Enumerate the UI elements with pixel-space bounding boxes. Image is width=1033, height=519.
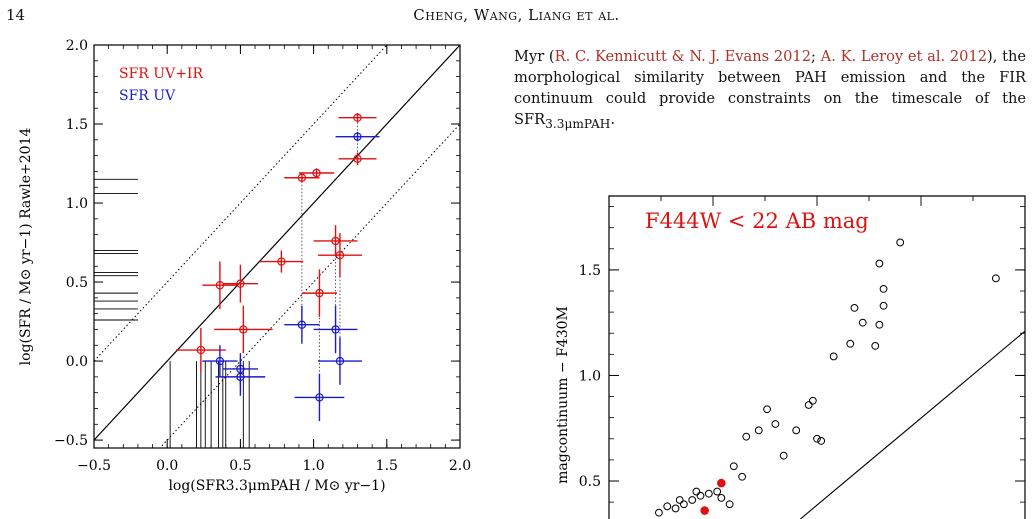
x-tick-label: −0.5 [77,458,111,474]
x-tick-label: 0.0 [156,458,178,474]
data-point [297,173,307,182]
data-point-open [792,426,801,435]
data-point-open [754,426,763,435]
data-point-open [875,259,884,268]
data-point-open [742,432,751,441]
data-point-open [696,491,705,500]
page-number: 14 [6,6,26,24]
data-point-open [688,496,697,504]
y-tick-label: 2.0 [66,38,88,54]
figure-sfr-comparison: −0.5 0.0 0.5 1.0 1.5 2.0 −0.5 0.0 0.5 1.0 1.5 2.0 SF… [18,38,471,494]
data-point-open [808,396,817,405]
y-axis-label: log(SFR / M⊙ yr−1) Rawle+2014 [18,128,34,366]
text-segment: ; [811,48,821,65]
data-point [239,325,248,334]
data-point-open [991,274,1000,283]
y-tick-label: 1.0 [579,368,601,384]
y-tick-label: 1.0 [66,196,88,212]
one-to-one-line [94,45,460,441]
data-point [236,372,245,382]
data-point-open [704,489,713,498]
data-point [353,113,362,122]
x-axis-label: log(SFR3.3μmPAH / M⊙ yr−1) [168,478,385,494]
data-point-open [675,496,684,504]
text-segment: . [610,111,615,128]
y-tick-label: 0.5 [66,275,88,291]
data-point [312,168,321,178]
y-axis-label: magcontinuum − F430M [555,306,571,484]
y-tick-label: 1.5 [66,117,88,133]
selection-annotation: F444W < 22 AB mag [645,209,869,233]
citation-link-leroy[interactable]: A. K. Leroy et al. 2012 [820,48,988,65]
text-segment: ), the morphological similarity between … [514,48,1026,128]
legend-uv-ir: SFR UV+IR [119,66,203,82]
plot-frame [608,195,1026,519]
data-point [353,154,362,163]
data-point-open [879,301,888,310]
text-segment: Myr ( [514,48,555,65]
data-point-open [804,401,813,409]
data-point [277,257,286,266]
data-point [331,236,340,246]
data-point [315,393,324,402]
data-point-highlight [717,478,726,488]
data-point-highlight [700,506,709,515]
data-point [297,320,307,329]
x-tick-label: 1.0 [302,458,324,474]
data-point-open [763,405,771,414]
x-tick-label: 1.5 [376,458,398,474]
offset-dotted-line [94,45,388,362]
data-point [335,356,345,366]
data-point-open [846,339,855,348]
plot-area [655,238,1025,519]
running-head: Cheng, Wang, Liang et al. [413,6,620,24]
data-point-open [729,462,738,471]
data-point-open [829,352,838,361]
data-point-open [738,472,747,481]
offset-dotted-line [159,123,460,448]
y-tick-label: 0.0 [66,354,88,370]
data-point-open [671,504,680,513]
data-point-open [679,500,688,509]
y-tick-label: 1.5 [579,263,601,279]
plot-frame [93,44,461,449]
x-tick-label: 2.0 [449,458,471,474]
data-point-open [771,420,780,428]
selection-line [800,330,1025,519]
data-point-open [663,502,672,511]
data-point [335,250,345,260]
data-point-open [713,487,722,496]
data-point-open [813,434,821,443]
plot-area [94,45,460,448]
data-point-open [655,508,663,517]
data-point-open [779,451,788,460]
data-point [315,288,324,298]
body-paragraph: Myr (R. C. Kennicutt & N. J. Evans 2012;… [514,46,1026,135]
data-point [331,325,340,334]
subscript-label: 3.3μmPAH [545,116,611,131]
x-tick-label: 0.5 [229,458,251,474]
data-point-open [717,493,726,502]
data-point [236,279,245,288]
data-point-open [875,320,884,329]
figure-color-magnitude: 0.5 1.0 1.5 F444W < 22 AB mag magcontinuum −… [555,195,1026,519]
y-tick-label: 0.5 [579,474,601,490]
data-point [215,356,225,366]
data-point [215,281,225,290]
data-point-open [871,341,880,350]
citation-link-kennicutt[interactable]: R. C. Kennicutt & N. J. Evans 2012 [554,48,811,65]
data-point-open [850,303,859,312]
data-point [353,132,362,141]
data-point-open [858,318,867,327]
data-point-open [817,436,826,445]
data-point-open [879,284,888,293]
data-point-open [896,238,905,247]
data-point [196,345,206,355]
data-point-open [692,487,701,496]
y-tick-label: −0.5 [54,433,88,449]
data-point-open [725,500,734,509]
legend-uv: SFR UV [119,88,176,104]
